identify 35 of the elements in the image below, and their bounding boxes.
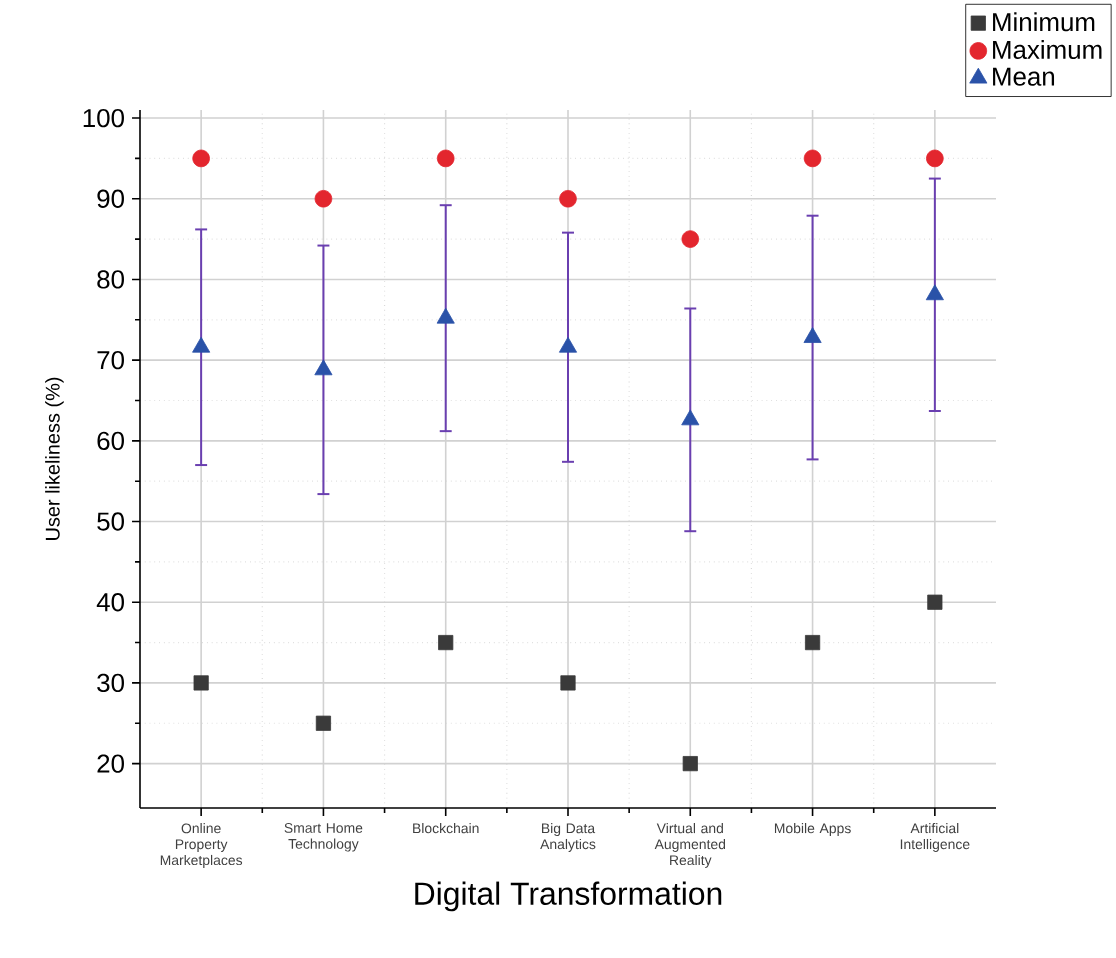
point bbox=[681, 230, 700, 248]
point bbox=[926, 149, 944, 168]
point bbox=[192, 336, 211, 353]
y-tick-label: 40 bbox=[96, 593, 124, 612]
point bbox=[438, 635, 454, 651]
legend-label: Mean bbox=[993, 67, 1055, 86]
point bbox=[436, 149, 455, 168]
y-tick-label: 50 bbox=[97, 512, 124, 531]
y-tick-label: 30 bbox=[97, 673, 124, 693]
point bbox=[560, 675, 576, 691]
point bbox=[314, 359, 333, 376]
point bbox=[559, 189, 577, 208]
point bbox=[558, 336, 578, 353]
point bbox=[315, 715, 331, 731]
y-tick-label: 80 bbox=[97, 270, 124, 289]
y-tick-label: 90 bbox=[97, 189, 124, 208]
legend-label: Minimum bbox=[993, 12, 1095, 32]
point bbox=[436, 307, 455, 324]
point bbox=[682, 756, 698, 772]
point bbox=[193, 675, 209, 691]
point bbox=[803, 327, 822, 343]
y-tick-label: 20 bbox=[97, 754, 124, 773]
y-tick-label: 100 bbox=[83, 108, 124, 128]
point bbox=[314, 189, 333, 208]
point bbox=[192, 149, 210, 168]
point bbox=[927, 594, 943, 610]
point bbox=[681, 409, 700, 426]
y-tick-label: 60 bbox=[97, 431, 124, 450]
point bbox=[803, 149, 822, 168]
legend-label: Maximum bbox=[993, 39, 1102, 60]
y-axis-title: User likeliness (%) bbox=[45, 377, 64, 540]
y-tick-label: 70 bbox=[97, 350, 124, 370]
x-axis-title: Digital Transformation bbox=[415, 881, 722, 912]
point bbox=[804, 635, 821, 651]
point bbox=[925, 284, 944, 301]
